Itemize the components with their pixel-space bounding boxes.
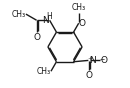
Text: H: H (46, 12, 52, 21)
Text: O: O (33, 33, 40, 42)
Text: N: N (42, 16, 49, 25)
Text: O: O (100, 56, 107, 65)
Text: CH₃: CH₃ (36, 67, 51, 76)
Text: −: − (99, 57, 104, 62)
Text: +: + (87, 56, 93, 61)
Text: O: O (79, 19, 86, 28)
Text: CH₃: CH₃ (72, 3, 86, 12)
Text: CH₃: CH₃ (11, 10, 25, 19)
Text: N: N (89, 56, 95, 65)
Text: O: O (85, 71, 92, 80)
